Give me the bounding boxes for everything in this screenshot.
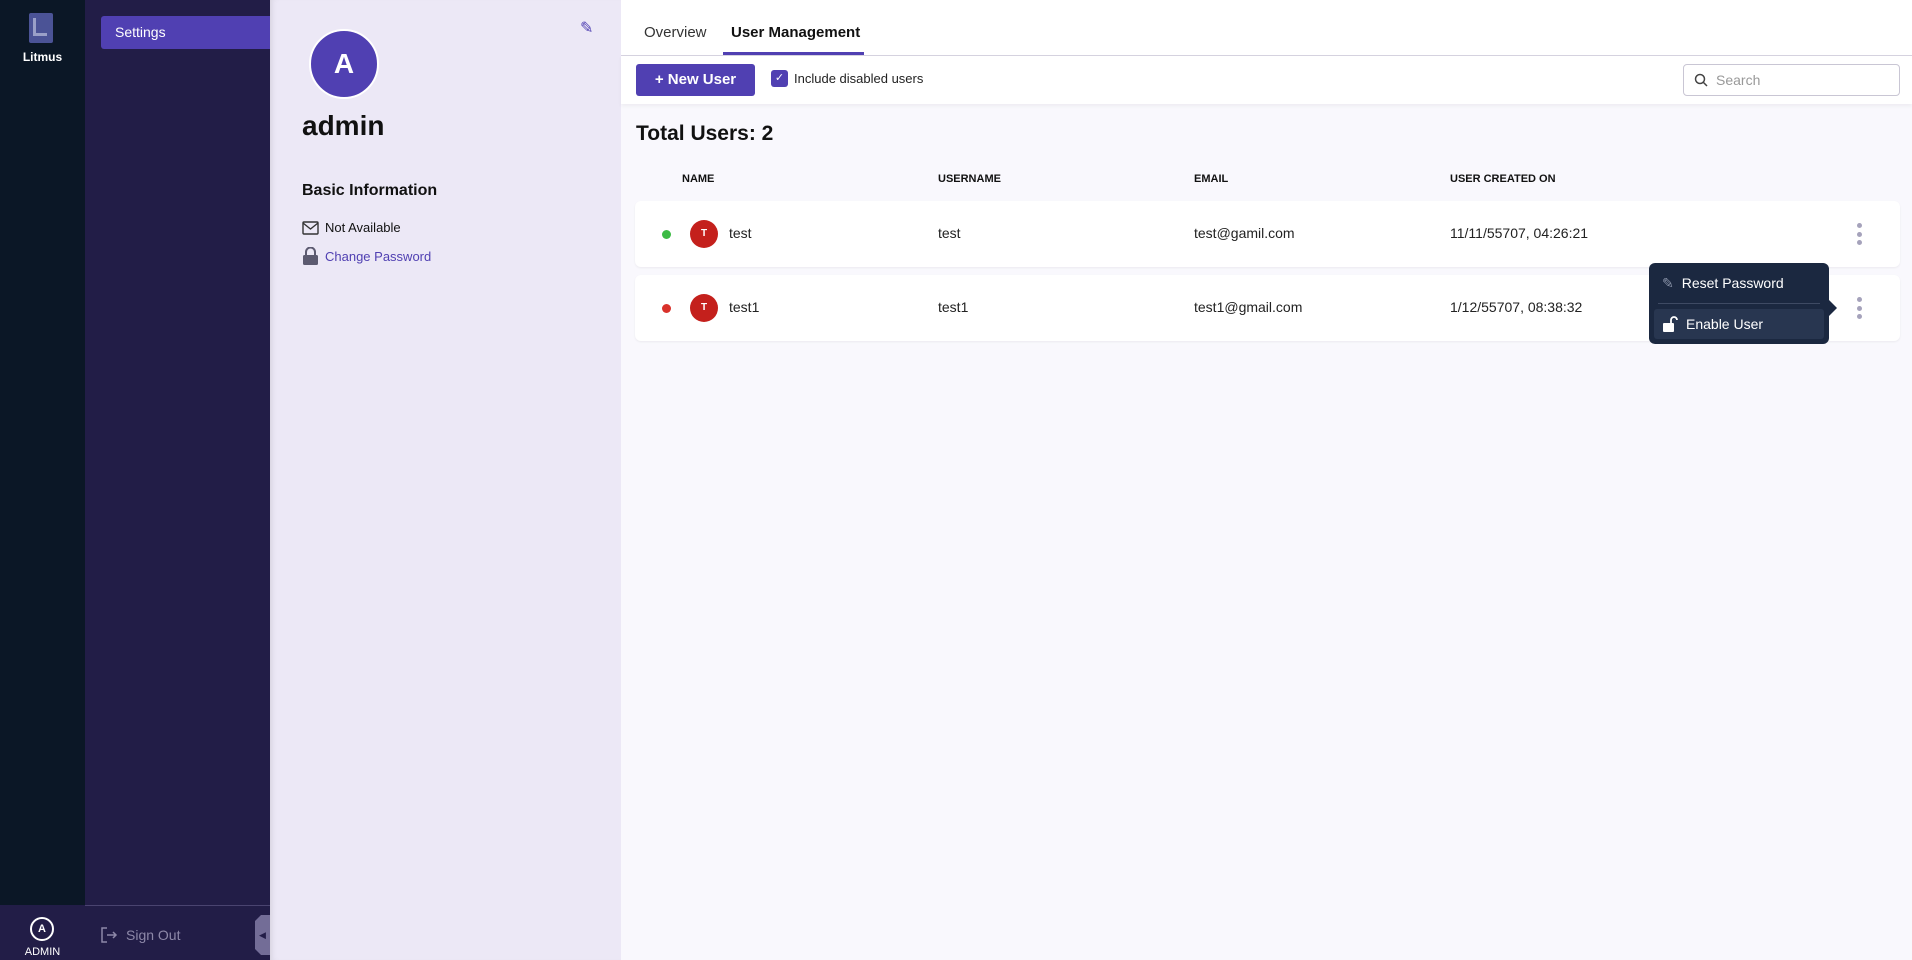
basic-info-heading: Basic Information <box>302 182 438 199</box>
change-password-label[interactable]: Change Password <box>325 248 432 264</box>
new-user-button[interactable]: + New User <box>636 64 755 96</box>
search-input[interactable]: Search <box>1683 64 1900 96</box>
tab-user-management[interactable]: User Management <box>731 24 861 41</box>
cell-created: 11/11/55707, 04:26:21 <box>1450 225 1589 241</box>
user-avatar[interactable]: A <box>30 917 54 941</box>
tab-bar: Overview User Management <box>621 0 1912 56</box>
status-disabled-dot <box>662 304 671 313</box>
enable-user-label: Enable User <box>1686 316 1764 332</box>
include-disabled-label[interactable]: Include disabled users <box>794 71 924 86</box>
cell-email: test1@gmail.com <box>1194 299 1303 315</box>
unlock-icon <box>1663 316 1678 332</box>
edit-profile-pencil-icon[interactable]: ✎ <box>580 20 594 37</box>
plus-icon: + <box>654 71 664 88</box>
app-name: Litmus <box>22 50 63 64</box>
lock-icon <box>303 247 318 265</box>
sidebar-item-settings[interactable]: Settings <box>101 16 270 49</box>
main-content: Overview User Management + New User ✓ In… <box>621 0 1912 960</box>
cell-created: 1/12/55707, 08:38:32 <box>1450 299 1583 315</box>
header-username: USERNAME <box>938 173 1001 185</box>
cell-username: test1 <box>938 299 969 315</box>
active-tab-indicator <box>723 52 864 55</box>
menu-item-enable-user[interactable]: Enable User <box>1654 309 1824 339</box>
email-info: Not Available <box>302 220 401 235</box>
include-disabled-checkbox[interactable]: ✓ <box>771 70 788 87</box>
more-options-icon[interactable] <box>1856 223 1862 245</box>
mail-icon <box>302 220 319 235</box>
status-active-dot <box>662 230 671 239</box>
app-rail: Litmus A ADMIN <box>0 0 85 960</box>
row-options-menu: ✎ Reset Password Enable User <box>1649 263 1837 344</box>
new-user-label: New User <box>667 71 737 88</box>
profile-avatar: A <box>309 29 379 99</box>
more-options-icon[interactable] <box>1856 297 1862 319</box>
change-password-link[interactable]: Change Password <box>302 247 431 265</box>
profile-panel: ✎ A admin Basic Information Not Availabl… <box>270 0 621 960</box>
litmus-logo-icon[interactable] <box>29 13 53 43</box>
search-placeholder: Search <box>1716 72 1761 88</box>
user-account[interactable]: A ADMIN <box>0 905 85 960</box>
email-value: Not Available <box>325 220 401 235</box>
user-avatar: T <box>690 220 718 248</box>
toolbar: + New User ✓ Include disabled users Sear… <box>621 56 1912 104</box>
menu-divider <box>1658 303 1820 304</box>
collapse-sidebar-button[interactable]: ◀ <box>255 915 270 955</box>
pencil-icon: ✎ <box>1662 274 1674 291</box>
cell-username: test <box>938 225 961 241</box>
sidebar: Settings Sign Out <box>85 0 270 960</box>
cell-email: test@gamil.com <box>1194 225 1295 241</box>
sign-out-button[interactable]: Sign Out <box>100 926 180 944</box>
sign-out-icon <box>101 927 118 943</box>
sidebar-footer: Sign Out <box>85 905 270 960</box>
menu-item-reset-password[interactable]: ✎ Reset Password <box>1654 268 1824 298</box>
sign-out-label: Sign Out <box>126 927 181 943</box>
user-avatar: T <box>690 294 718 322</box>
tab-overview[interactable]: Overview <box>644 24 707 41</box>
cell-name: test1 <box>729 299 760 315</box>
cell-name: test <box>729 225 752 241</box>
profile-name: admin <box>302 110 385 141</box>
table-row: T test test test@gamil.com 11/11/55707, … <box>635 201 1900 267</box>
header-email: EMAIL <box>1194 173 1229 185</box>
search-icon <box>1694 73 1708 87</box>
header-created-on: USER CREATED ON <box>1450 173 1556 185</box>
total-users: Total Users: 2 <box>636 122 774 145</box>
user-label: ADMIN <box>24 946 61 958</box>
reset-password-label: Reset Password <box>1681 275 1784 291</box>
header-name: NAME <box>682 173 715 185</box>
